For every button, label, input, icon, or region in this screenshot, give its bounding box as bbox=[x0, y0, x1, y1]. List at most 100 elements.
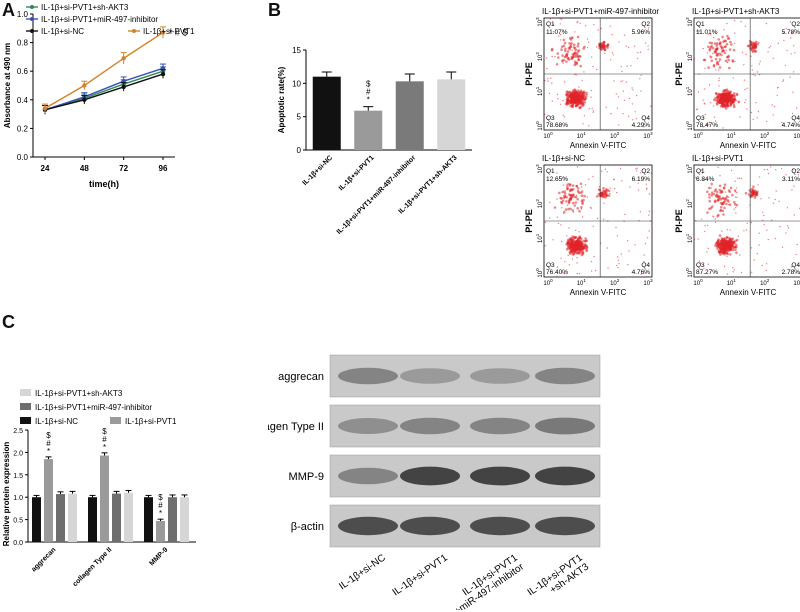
flow-event bbox=[562, 99, 564, 102]
flow-event bbox=[759, 60, 761, 62]
flow-event bbox=[636, 94, 638, 97]
flow-event bbox=[580, 244, 583, 248]
flow-event bbox=[766, 120, 768, 123]
flow-event bbox=[745, 99, 747, 101]
flow-event bbox=[611, 33, 613, 36]
flow-event bbox=[586, 46, 589, 49]
flow-event bbox=[560, 39, 562, 41]
tick-exponent: 1 bbox=[733, 278, 736, 283]
flow-event bbox=[556, 52, 559, 55]
flow-x-label: Annexin V-FITC bbox=[720, 288, 777, 297]
data-point bbox=[82, 97, 87, 103]
flow-event bbox=[796, 107, 798, 109]
blot-band bbox=[400, 417, 460, 435]
flow-event bbox=[790, 37, 792, 39]
tick-exponent: 3 bbox=[535, 17, 540, 20]
x-tick-label: 101 bbox=[727, 131, 737, 140]
flow-event bbox=[572, 201, 575, 205]
flow-event bbox=[579, 64, 582, 68]
flow-event bbox=[563, 210, 566, 214]
flow-event bbox=[715, 195, 718, 199]
flow-event bbox=[631, 87, 633, 89]
flow-event bbox=[772, 57, 774, 60]
flow-event bbox=[568, 42, 571, 45]
flow-event bbox=[703, 58, 707, 62]
flow-event bbox=[791, 189, 793, 191]
x-tick-label: 103 bbox=[643, 278, 653, 287]
flow-event bbox=[600, 27, 602, 30]
flow-event bbox=[561, 54, 564, 57]
flow-event bbox=[758, 232, 760, 234]
flow-event bbox=[744, 88, 746, 91]
flow-event bbox=[573, 204, 577, 207]
flow-event bbox=[724, 39, 727, 43]
flow-event bbox=[723, 51, 727, 55]
y-tick-label: 103 bbox=[535, 164, 544, 174]
significance-annotation: $ bbox=[46, 431, 51, 440]
flow-event bbox=[645, 42, 647, 44]
flow-event bbox=[733, 94, 736, 97]
flow-event bbox=[562, 114, 564, 117]
tick-exponent: 3 bbox=[685, 164, 690, 167]
flow-event bbox=[563, 195, 565, 197]
flow-event bbox=[727, 196, 730, 198]
flow-event bbox=[596, 217, 599, 220]
flow-event bbox=[723, 100, 727, 104]
legend-label: IL-1β+si-PVT1+miR-497-inhibitor bbox=[35, 403, 152, 412]
flow-event bbox=[739, 254, 741, 256]
flow-event bbox=[572, 211, 575, 213]
flow-event bbox=[725, 49, 727, 51]
y-tick-label: 102 bbox=[535, 199, 544, 209]
flow-event bbox=[758, 176, 761, 178]
flow-event bbox=[613, 179, 615, 181]
quadrant-label: Q1 bbox=[546, 168, 555, 175]
flow-event bbox=[565, 94, 568, 97]
flow-event bbox=[785, 232, 787, 234]
tick-exponent: 0 bbox=[685, 268, 690, 271]
flow-event bbox=[560, 257, 562, 259]
flow-event bbox=[606, 247, 608, 249]
tick-base: 10 bbox=[538, 270, 544, 277]
flow-event bbox=[581, 102, 584, 106]
flow-event bbox=[722, 40, 725, 43]
tick-exponent: 3 bbox=[650, 131, 653, 136]
flow-event bbox=[715, 32, 717, 35]
flow-event bbox=[701, 169, 703, 171]
flow-event bbox=[722, 96, 725, 99]
flow-event bbox=[640, 74, 642, 77]
flow-event bbox=[766, 229, 768, 231]
flow-event bbox=[581, 97, 585, 100]
flow-event bbox=[606, 171, 608, 173]
flow-event bbox=[735, 187, 738, 189]
y-tick-label: 0.0 bbox=[13, 540, 23, 547]
flow-event bbox=[575, 229, 577, 231]
flow-event bbox=[718, 55, 720, 57]
flow-event bbox=[726, 273, 729, 275]
x-tick-label: 101 bbox=[727, 278, 737, 287]
flow-event bbox=[738, 177, 741, 179]
flow-event bbox=[616, 264, 618, 267]
flow-event bbox=[563, 195, 567, 198]
flow-event bbox=[559, 17, 561, 20]
flow-event bbox=[587, 41, 590, 43]
flow-event bbox=[722, 105, 724, 107]
flow-event bbox=[792, 45, 795, 47]
flow-event bbox=[751, 65, 753, 67]
tick-exponent: 1 bbox=[583, 278, 586, 283]
flow-event bbox=[767, 238, 769, 241]
flow-event bbox=[623, 99, 626, 102]
flow-event bbox=[574, 51, 577, 54]
flow-event bbox=[712, 105, 715, 107]
flow-event bbox=[588, 125, 590, 127]
y-tick-label: 1.0 bbox=[17, 10, 29, 19]
flow-event bbox=[632, 89, 634, 91]
blot-band bbox=[470, 466, 530, 486]
flow-event bbox=[755, 102, 757, 104]
flow-event bbox=[753, 259, 755, 261]
legend-label: IL-1β+si-PVT1 bbox=[125, 417, 177, 426]
flow-event bbox=[584, 184, 587, 186]
flow-event bbox=[575, 74, 577, 76]
flow-event bbox=[717, 63, 720, 66]
flow-event bbox=[787, 227, 790, 229]
flow-event bbox=[560, 48, 563, 51]
